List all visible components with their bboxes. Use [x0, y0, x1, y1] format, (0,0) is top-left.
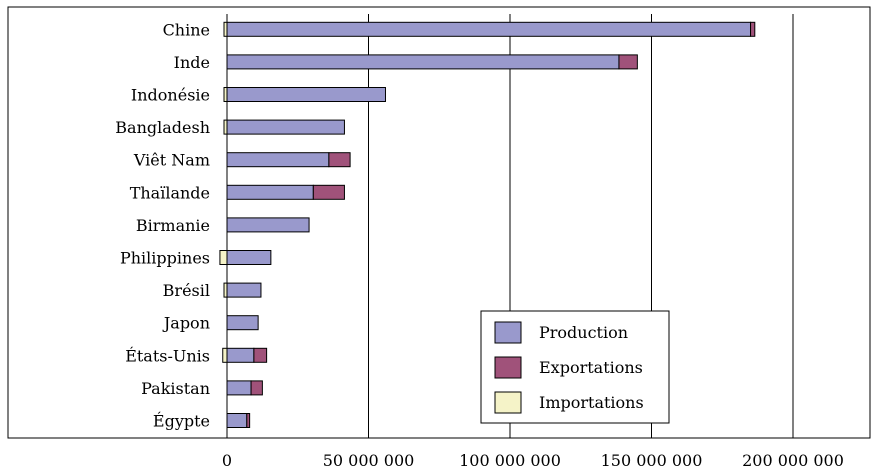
bar-production	[226, 21, 752, 37]
bar-production	[226, 315, 259, 331]
x-tick-label: 200 000 000	[742, 451, 844, 470]
category-label: Birmanie	[136, 216, 210, 235]
bar-production	[226, 282, 262, 298]
category-label: Chine	[163, 20, 210, 39]
legend-swatch-exportations	[494, 356, 522, 379]
bar-importations	[219, 250, 228, 265]
bar-exportations	[250, 380, 263, 396]
category-label: Brésil	[163, 281, 210, 300]
category-label: Égypte	[153, 411, 210, 431]
category-label: Inde	[174, 53, 210, 72]
bar-production	[226, 87, 386, 102]
bar-production	[226, 184, 314, 200]
category-label: Viêt Nam	[133, 151, 210, 170]
bar-exportations	[618, 54, 638, 70]
chart-frame	[7, 6, 871, 439]
category-label: Indonésie	[131, 86, 210, 105]
bar-exportations	[328, 152, 351, 168]
bar-production	[226, 250, 272, 265]
x-tick-labels: 0 50 000 000 100 000 000 150 000 000 200 000…	[222, 451, 844, 470]
category-label: Philippines	[120, 249, 210, 268]
category-label: Thaïlande	[130, 183, 210, 202]
category-label: Japon	[162, 314, 210, 333]
category-label: Bangladesh	[115, 118, 210, 137]
bar-production	[226, 119, 345, 135]
legend-swatch-production	[494, 321, 522, 344]
bar-production	[226, 413, 248, 428]
category-labels: Chine Inde Indonésie Bangladesh Viêt Nam Thaï…	[115, 20, 210, 430]
bar-exportations	[312, 184, 345, 200]
bar-production	[226, 54, 620, 70]
legend-label-production: Production	[539, 323, 628, 342]
category-label: Pakistan	[141, 379, 210, 398]
gridlines	[226, 14, 794, 438]
bar-production	[226, 380, 252, 396]
category-label: États-Unis	[125, 345, 210, 365]
bars	[219, 21, 756, 428]
legend-swatch-importations	[494, 391, 522, 414]
x-tick-label: 150 000 000	[601, 451, 703, 470]
bar-exportations	[750, 21, 756, 37]
x-tick-label: 0	[222, 451, 232, 470]
bar-exportations	[246, 413, 251, 428]
bar-importations	[222, 347, 228, 363]
bar-exportations	[253, 347, 268, 363]
x-tick-label: 50 000 000	[323, 451, 415, 470]
bar-production	[226, 152, 330, 168]
legend-label-importations: Importations	[539, 393, 644, 412]
x-tick-label: 100 000 000	[459, 451, 561, 470]
legend: Production Exportations Importations	[480, 310, 670, 424]
bar-production	[226, 347, 255, 363]
legend-label-exportations: Exportations	[539, 358, 643, 377]
bar-production	[226, 217, 310, 233]
